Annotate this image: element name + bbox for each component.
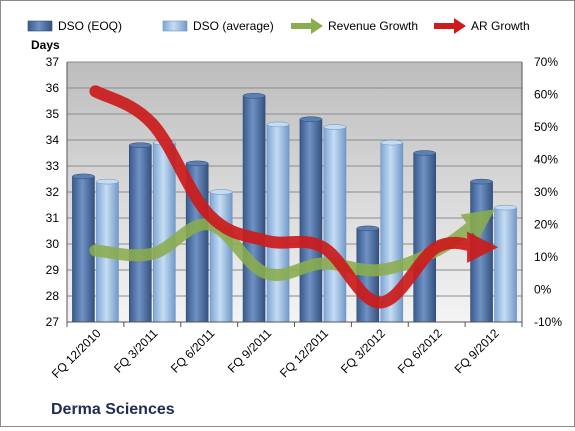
legend-item: Revenue Growth xyxy=(291,18,418,34)
x-tick-label: FQ 6/2012 xyxy=(395,326,445,376)
y2-tick-label: -10% xyxy=(534,315,562,329)
x-tick-label: FQ 6/2011 xyxy=(168,326,218,376)
legend-label: AR Growth xyxy=(471,19,530,33)
y-tick-label: 28 xyxy=(46,289,60,303)
bar-dso-average xyxy=(266,121,290,323)
legend-arrow-icon xyxy=(291,18,323,34)
ar-growth-line xyxy=(89,85,499,309)
x-tick-label: FQ 9/2011 xyxy=(225,326,275,376)
bar-dso-eoq xyxy=(242,93,266,323)
legend-label: DSO (EOQ) xyxy=(58,19,122,33)
legend-item: DSO (EOQ) xyxy=(27,19,122,33)
x-tick-label: FQ 12/2010 xyxy=(49,326,104,381)
axes xyxy=(66,62,523,327)
bar-dso-average xyxy=(153,139,176,323)
bar-dso-eoq xyxy=(129,142,152,323)
y-tick-label: 33 xyxy=(46,159,60,173)
y-tick-label: 36 xyxy=(46,81,60,95)
bar-dso-average xyxy=(494,204,517,323)
y2-tick-label: 30% xyxy=(534,185,558,199)
bar-dso-eoq xyxy=(413,150,436,323)
legend-item: DSO (average) xyxy=(162,19,274,33)
legend-item: AR Growth xyxy=(434,18,530,34)
y2-tick-label: 50% xyxy=(534,120,558,134)
y-tick-label: 27 xyxy=(46,315,60,329)
y2-tick-label: 20% xyxy=(534,218,558,232)
y-tick-label: 35 xyxy=(46,107,60,121)
y-axis-label: Days xyxy=(31,38,60,52)
bar-dso-average xyxy=(323,124,347,323)
legend-swatch xyxy=(27,20,53,32)
y-tick-label: 30 xyxy=(46,237,60,251)
y-tick-label: 37 xyxy=(46,55,60,69)
legend-label: DSO (average) xyxy=(193,19,274,33)
y2-tick-label: 40% xyxy=(534,153,558,167)
chart-legend: DSO (EOQ) DSO (average) Revenue Growth AR G… xyxy=(27,18,530,34)
y2-tick-label: 70% xyxy=(534,55,558,69)
x-tick-label: FQ 9/2012 xyxy=(452,326,502,376)
bar-dso-eoq xyxy=(299,116,323,323)
legend-swatch xyxy=(162,20,188,32)
y2-tick-label: 60% xyxy=(534,88,558,102)
y2-tick-label: 0% xyxy=(534,283,552,297)
y2-tick-label: 10% xyxy=(534,250,558,264)
legend-label: Revenue Growth xyxy=(328,19,418,33)
bar-dso-average xyxy=(209,189,233,323)
legend-arrow-icon xyxy=(434,18,466,34)
x-tick-label: FQ 3/2012 xyxy=(338,326,388,376)
x-tick-label: FQ 12/2011 xyxy=(277,326,331,380)
x-tick-label: FQ 3/2011 xyxy=(111,326,161,376)
y-tick-label: 32 xyxy=(46,185,60,199)
y-tick-label: 34 xyxy=(46,133,60,147)
y-tick-label: 31 xyxy=(46,211,60,225)
line-series xyxy=(89,85,499,309)
y-tick-label: 29 xyxy=(46,263,60,277)
company-name: Derma Sciences xyxy=(51,401,175,418)
